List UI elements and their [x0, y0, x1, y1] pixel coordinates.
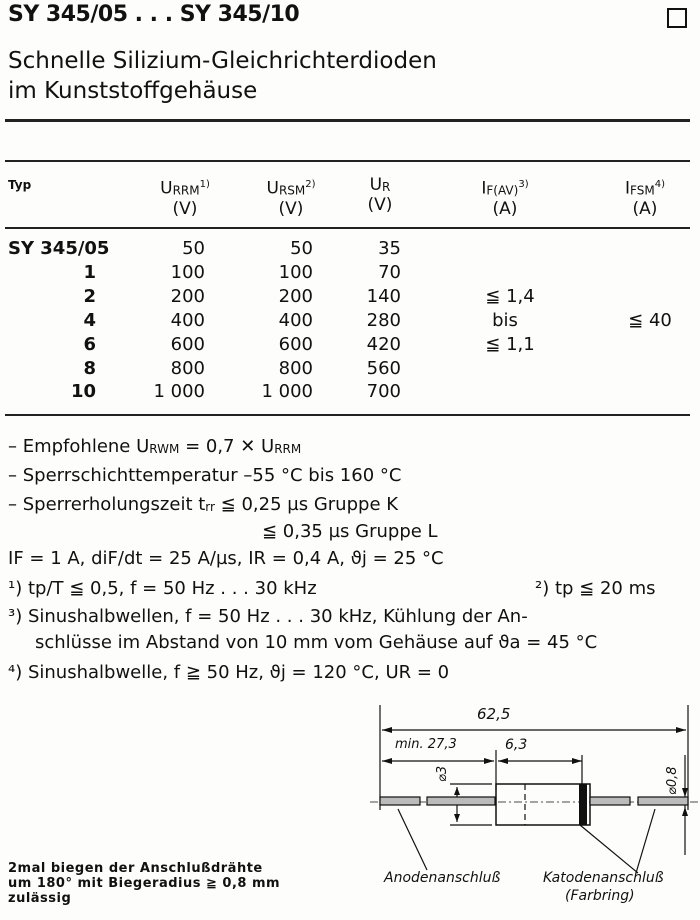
cell-ursm: 400: [278, 310, 313, 331]
footnote-4: ⁴) Sinushalbwelle, f ≧ 50 Hz, ϑj = 120 °…: [8, 662, 450, 683]
cell-ur: 70: [378, 262, 401, 283]
checkbox-square: [667, 8, 687, 28]
cell-urrm: 1 000: [153, 381, 205, 402]
ifav-max: ≦ 1,4: [485, 286, 535, 307]
cell-urrm: 200: [170, 286, 205, 307]
dim-total-length: 62,5: [477, 705, 511, 723]
cell-typ: 2: [83, 286, 96, 307]
ifav-min: ≦ 1,1: [485, 334, 535, 355]
subtitle-line1: Schnelle Silizium-Gleichrichterdioden: [8, 48, 437, 74]
cell-urrm: 50: [182, 238, 205, 259]
ifav-bis: bis: [492, 310, 518, 331]
cell-ursm: 50: [290, 238, 313, 259]
page-title: SY 345/05 . . . SY 345/10: [8, 2, 300, 27]
cell-typ: 8: [83, 358, 96, 379]
note-temperature: – Sperrschichttemperatur –55 °C bis 160 …: [8, 465, 402, 486]
divider: [5, 227, 690, 229]
note-recovery: – Sperrerholungszeit trr ≦ 0,25 µs Grupp…: [8, 494, 399, 515]
ifsm-value: ≦ 40: [628, 310, 672, 331]
footnote-3a: ³) Sinushalbwellen, f = 50 Hz . . . 30 k…: [8, 606, 528, 627]
cell-typ: 4: [83, 310, 96, 331]
cell-ur: 140: [366, 286, 401, 307]
col-ifav: IF(AV)3) (A): [481, 178, 529, 219]
cathode-sublabel: (Farbring): [565, 888, 635, 904]
cell-urrm: 800: [170, 358, 205, 379]
note-recovery-l: ≦ 0,35 µs Gruppe L: [262, 521, 438, 542]
bending-note: 2mal biegen der Anschlußdrähte um 180° mi…: [8, 861, 281, 906]
cell-urrm: 100: [170, 262, 205, 283]
cell-ur: 35: [378, 238, 401, 259]
dim-lead-diameter: ⌀0,8: [665, 766, 680, 795]
note-conditions: IF = 1 A, diF/dt = 25 A/µs, IR = 0,4 A, …: [8, 548, 444, 569]
col-typ: Typ: [8, 178, 32, 192]
subtitle-line2: im Kunststoffgehäuse: [8, 78, 258, 104]
footnote-1: ¹) tp/T ≦ 0,5, f = 50 Hz . . . 30 kHz: [8, 578, 317, 599]
dim-body-length: 6,3: [505, 737, 528, 753]
cell-ur: 280: [366, 310, 401, 331]
col-ur: UR (V): [367, 175, 393, 215]
cathode-label: Katodenanschluß: [543, 870, 664, 886]
cell-ursm: 600: [278, 334, 313, 355]
divider: [5, 160, 690, 162]
divider: [5, 414, 690, 416]
col-ursm: URSM2) (V): [266, 178, 316, 219]
cell-ur: 420: [366, 334, 401, 355]
divider: [5, 119, 690, 122]
cell-ursm: 800: [278, 358, 313, 379]
cell-ur: 700: [366, 381, 401, 402]
dim-body-diameter: ⌀3: [435, 765, 450, 782]
diode-drawing: [370, 705, 700, 874]
cell-urrm: 400: [170, 310, 205, 331]
cell-ur: 560: [366, 358, 401, 379]
col-ifsm: IFSM4) (A): [625, 178, 665, 219]
cell-typ: 10: [70, 381, 96, 402]
footnote-2: ²) tp ≦ 20 ms: [535, 578, 656, 599]
footnote-3b: schlüsse im Abstand von 10 mm vom Gehäus…: [35, 632, 598, 653]
anode-label: Anodenanschluß: [384, 870, 501, 886]
dim-min-lead: min. 27,3: [395, 737, 457, 752]
note-urwm: – Empfohlene URWM = 0,7 ✕ URRM: [8, 436, 302, 457]
cell-urrm: 600: [170, 334, 205, 355]
cell-typ: SY 345/05: [8, 238, 110, 259]
cell-ursm: 1 000: [261, 381, 313, 402]
col-urrm: URRM1) (V): [160, 178, 210, 219]
cell-typ: 6: [83, 334, 96, 355]
cell-ursm: 100: [278, 262, 313, 283]
cell-ursm: 200: [278, 286, 313, 307]
cell-typ: 1: [83, 262, 96, 283]
